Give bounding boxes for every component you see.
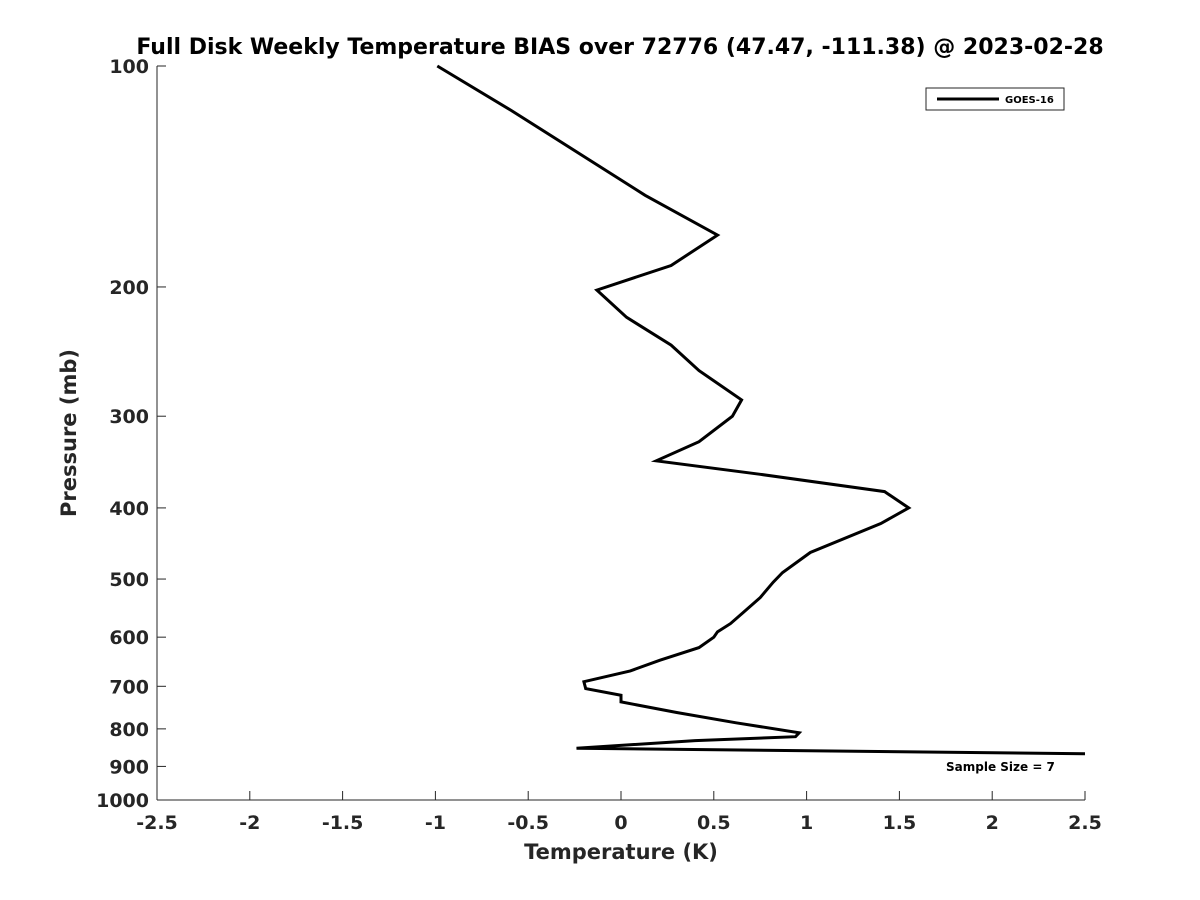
y-tick-label: 100 [109, 56, 149, 78]
x-tick-label: 0.5 [697, 812, 731, 834]
x-tick-label: 0 [614, 812, 627, 834]
series-line-goes-16 [436, 64, 1086, 756]
x-axis-label: Temperature (K) [524, 840, 718, 864]
legend-label-goes-16: GOES-16 [1005, 95, 1054, 106]
x-tick-label: 2 [986, 812, 999, 834]
y-tick-label: 700 [109, 676, 149, 698]
y-tick-label: 300 [109, 406, 149, 428]
ticks-layer: -2.5 -2 -1.5 -1 -0.5 0 0.5 1 1.5 2 2.5 100 200 300 400… [96, 56, 1102, 834]
sample-size-annotation: Sample Size = 7 [946, 760, 1055, 774]
y-tick-label: 600 [109, 627, 149, 649]
y-tick-label: 900 [109, 756, 149, 778]
x-tick-label: -1 [425, 812, 446, 834]
x-tick-label: -2 [239, 812, 260, 834]
x-tick-label: 1.5 [883, 812, 917, 834]
series-layer [436, 64, 1086, 756]
chart-title: Full Disk Weekly Temperature BIAS over 7… [136, 35, 1103, 60]
y-axis-label: Pressure (mb) [57, 349, 81, 517]
y-tick-label: 500 [109, 569, 149, 591]
x-tick-label: 2.5 [1068, 812, 1102, 834]
x-tick-label: -0.5 [507, 812, 549, 834]
y-tick-label: 1000 [96, 790, 149, 812]
legend: GOES-16 [925, 87, 1065, 111]
x-tick-label: 1 [800, 812, 813, 834]
y-tick-label: 200 [109, 277, 149, 299]
y-tick-label: 800 [109, 719, 149, 741]
y-tick-label: 400 [109, 498, 149, 520]
x-tick-label: -2.5 [136, 812, 178, 834]
x-tick-label: -1.5 [322, 812, 364, 834]
